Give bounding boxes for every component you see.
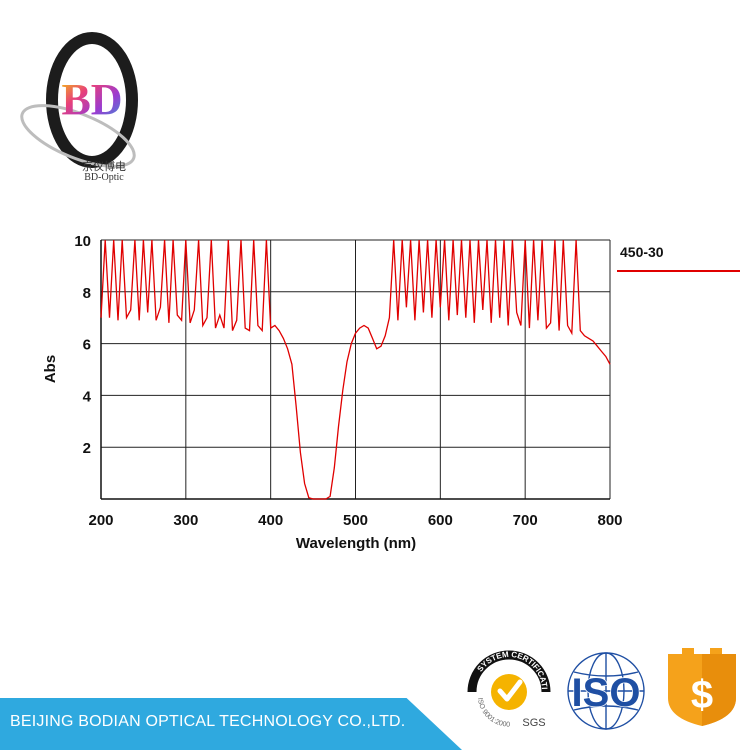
chart-grid [100, 239, 611, 500]
iso-badge: ISO [567, 652, 645, 730]
y-tick-label: 4 [83, 388, 92, 405]
y-tick-label: 10 [74, 233, 91, 250]
x-tick-label: 300 [173, 512, 198, 529]
x-tick-label: 500 [343, 512, 368, 529]
series-line-450-30 [100, 239, 611, 500]
x-tick-label: 600 [428, 512, 453, 529]
globe-icon [567, 652, 645, 730]
iso-label: ISO [572, 671, 641, 715]
y-tick-label: 6 [83, 337, 91, 354]
y-tick-label: 2 [83, 440, 91, 457]
dollar-shield-icon: $ [668, 648, 736, 726]
bd-optic-logo: BD [20, 32, 138, 168]
y-axis-title: Abs [42, 355, 59, 383]
dollar-symbol: $ [691, 673, 713, 717]
company-name: BEIJING BODIAN OPTICAL TECHNOLOGY CO.,LT… [10, 713, 406, 730]
x-tick-label: 800 [597, 512, 622, 529]
brand-name-en: BD-Optic [84, 172, 124, 183]
sgs-label: SGS [522, 717, 545, 729]
brand-name-cn: 京仪博电 [82, 160, 126, 173]
x-tick-label: 200 [88, 512, 113, 529]
chart-ticks: 200 300 400 500 600 700 800 2 4 6 8 10 [74, 233, 622, 529]
x-axis-title: Wavelength (nm) [296, 535, 416, 552]
sgs-badge: SYSTEM CERTIFICATION ISO 9001:2000 SGS [466, 644, 551, 729]
logo-letters: BD [61, 75, 122, 124]
y-tick-label: 8 [83, 285, 91, 302]
x-tick-label: 400 [258, 512, 283, 529]
x-tick-label: 700 [513, 512, 538, 529]
footer-bar [0, 698, 462, 750]
legend-label: 450-30 [620, 244, 664, 260]
